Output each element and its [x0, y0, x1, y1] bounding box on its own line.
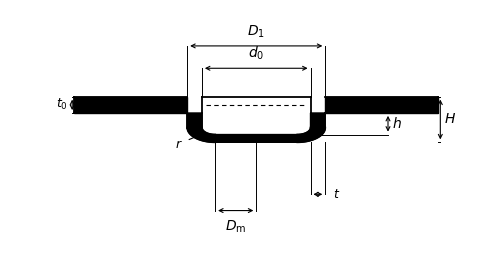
- Text: $D_1$: $D_1$: [248, 23, 265, 40]
- Text: $h$: $h$: [392, 116, 402, 131]
- Text: $r$: $r$: [175, 138, 182, 151]
- Polygon shape: [325, 97, 438, 113]
- Text: $t_0$: $t_0$: [56, 97, 68, 112]
- Polygon shape: [74, 97, 188, 113]
- Text: $D_{\rm m}$: $D_{\rm m}$: [225, 219, 246, 235]
- Polygon shape: [188, 113, 325, 142]
- Text: $H$: $H$: [444, 112, 456, 126]
- Text: $d_0$: $d_0$: [248, 45, 264, 62]
- Text: $t$: $t$: [334, 188, 340, 201]
